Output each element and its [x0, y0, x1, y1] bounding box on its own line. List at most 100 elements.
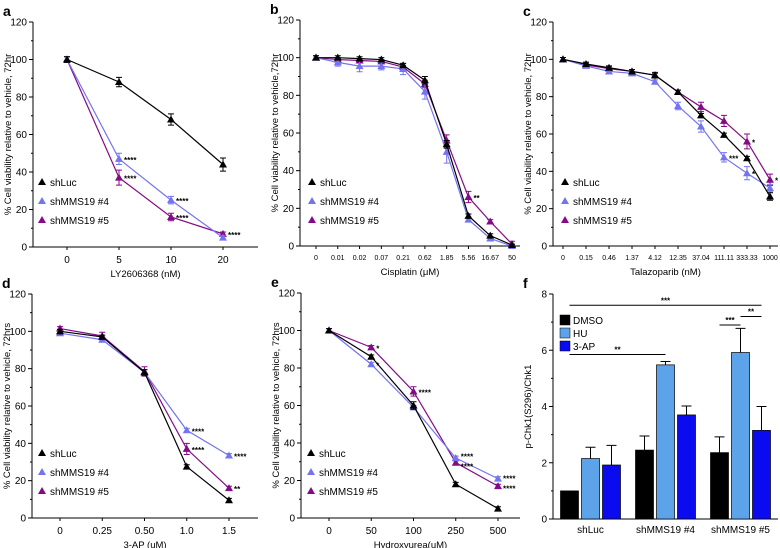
data-point-marker	[494, 504, 502, 512]
series-line	[562, 58, 771, 197]
significance-label: ***	[729, 154, 739, 163]
data-point-marker	[219, 233, 227, 241]
data-point-marker	[355, 54, 364, 62]
data-point-marker	[720, 130, 728, 138]
data-point-marker	[561, 178, 569, 185]
data-point-marker	[561, 216, 569, 223]
y-tick-label: 40	[283, 166, 295, 177]
data-point-marker	[766, 192, 774, 200]
series-shluc	[56, 327, 233, 504]
data-point-marker	[486, 231, 495, 239]
panel-label: a	[3, 3, 11, 19]
series-line	[59, 327, 230, 489]
y-tick-label: 6	[541, 346, 547, 357]
significance-label: **	[748, 308, 755, 317]
x-tick-label: shLuc	[577, 525, 604, 536]
series-line	[316, 57, 513, 246]
series-shmms19-4	[56, 329, 233, 459]
x-tick-label: 0.07	[375, 255, 389, 262]
data-point-marker	[442, 140, 451, 148]
y-axis-label: p-Chk1(S296)/Chk1	[523, 365, 534, 449]
y-tick-label: 80	[536, 92, 548, 103]
x-tick-label: 0	[314, 255, 318, 262]
error-bar	[714, 436, 725, 453]
significance-label: *	[775, 177, 779, 186]
significance-label: *	[376, 344, 380, 353]
y-tick-label: 80	[284, 364, 296, 375]
legend-swatch	[559, 314, 571, 326]
significance-label: **	[614, 345, 621, 354]
x-tick-label: 0	[64, 255, 70, 266]
x-tick-label: 12.35	[669, 255, 687, 262]
data-point-marker	[559, 55, 567, 63]
x-tick-label: 250	[447, 526, 464, 537]
y-tick-label: 0	[289, 514, 295, 525]
y-tick-label: 120	[278, 289, 295, 300]
data-point-marker	[743, 169, 751, 177]
legend-label: shMMS19 #5	[50, 216, 109, 227]
data-point-marker	[115, 173, 123, 181]
data-point-marker	[605, 63, 613, 71]
legend-label: DMSO	[573, 316, 603, 327]
legend-label: shMMS19 #5	[319, 487, 378, 498]
significance-label: ****	[234, 452, 247, 461]
data-point-marker	[451, 458, 460, 466]
data-point-marker	[219, 160, 227, 168]
data-point-marker	[182, 426, 191, 434]
y-tick-label: 40	[284, 439, 296, 450]
data-point-marker	[38, 468, 46, 475]
x-axis-label: 3-AP (uM)	[123, 540, 166, 548]
panel-b: b 0 20 40 60 80 100 120 % Cell viability relativ…	[270, 1, 520, 278]
series-shluc	[559, 55, 774, 201]
significance-label: ****	[419, 388, 432, 397]
y-tick-label: 100	[278, 326, 295, 337]
data-point-marker	[182, 444, 191, 452]
y-tick-label: 80	[16, 93, 28, 104]
data-point-marker	[720, 116, 728, 124]
x-tick-label: 0	[57, 526, 63, 537]
legend-label: shMMS19 #4	[573, 197, 632, 208]
x-tick-label: 1.85	[440, 255, 454, 262]
y-tick-label: 120	[277, 16, 294, 27]
significance-label: ****	[176, 214, 189, 223]
series-shmms19-5	[56, 324, 233, 492]
data-point-marker	[98, 332, 107, 340]
data-point-marker	[697, 111, 705, 119]
bar	[710, 452, 729, 520]
y-tick-label: 0	[541, 242, 547, 253]
data-point-marker	[367, 343, 376, 351]
y-axis-label: % Cell viability relative to vehicle, 72…	[2, 323, 13, 490]
data-point-marker	[38, 178, 46, 185]
data-point-marker	[355, 62, 364, 70]
data-point-marker	[307, 487, 315, 494]
data-point-marker	[63, 55, 71, 63]
panel-label: e	[271, 274, 279, 290]
panel-label: d	[2, 275, 11, 291]
data-point-marker	[766, 175, 774, 183]
panel-e: e 0 20 40 60 80 100 120 % Cell viability relativ…	[271, 274, 520, 548]
x-tick-label: 16.67	[481, 255, 499, 262]
y-tick-label: 80	[15, 364, 27, 375]
y-tick-label: 120	[530, 18, 547, 29]
x-tick-label: 0.21	[396, 255, 410, 262]
legend-label: shMMS19 #4	[50, 468, 109, 479]
panel-label: f	[523, 275, 528, 291]
x-tick-label: shMMS19 #4	[636, 525, 695, 536]
series-line	[59, 332, 230, 456]
significance-label: ****	[192, 427, 205, 436]
x-tick-label: 5.56	[462, 255, 476, 262]
significance-label: ****	[124, 175, 137, 184]
y-tick-label: 60	[16, 130, 28, 141]
x-tick-label: 5	[116, 255, 122, 266]
x-axis-label: Talazoparib (nM)	[630, 267, 701, 278]
data-point-marker	[674, 88, 682, 95]
bar	[731, 352, 750, 520]
x-tick-label: 333.33	[736, 255, 758, 262]
x-tick-label: 50	[508, 255, 516, 262]
data-point-marker	[115, 154, 123, 162]
x-axis-label: Hydroxyurea(uM)	[374, 540, 447, 548]
data-point-marker	[225, 496, 233, 504]
x-axis-label: Cisplatin (μM)	[381, 267, 440, 278]
data-point-marker	[225, 451, 233, 459]
legend-label: shMMS19 #4	[320, 197, 379, 208]
